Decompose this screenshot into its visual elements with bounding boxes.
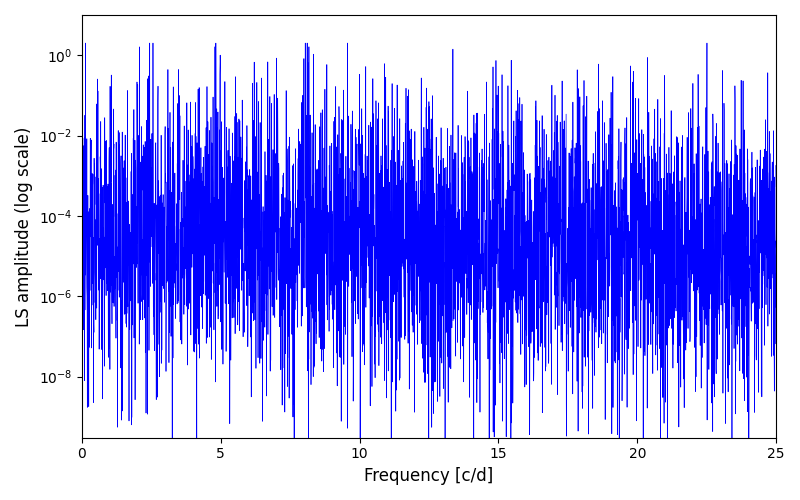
Y-axis label: LS amplitude (log scale): LS amplitude (log scale) (15, 126, 33, 326)
X-axis label: Frequency [c/d]: Frequency [c/d] (364, 467, 494, 485)
